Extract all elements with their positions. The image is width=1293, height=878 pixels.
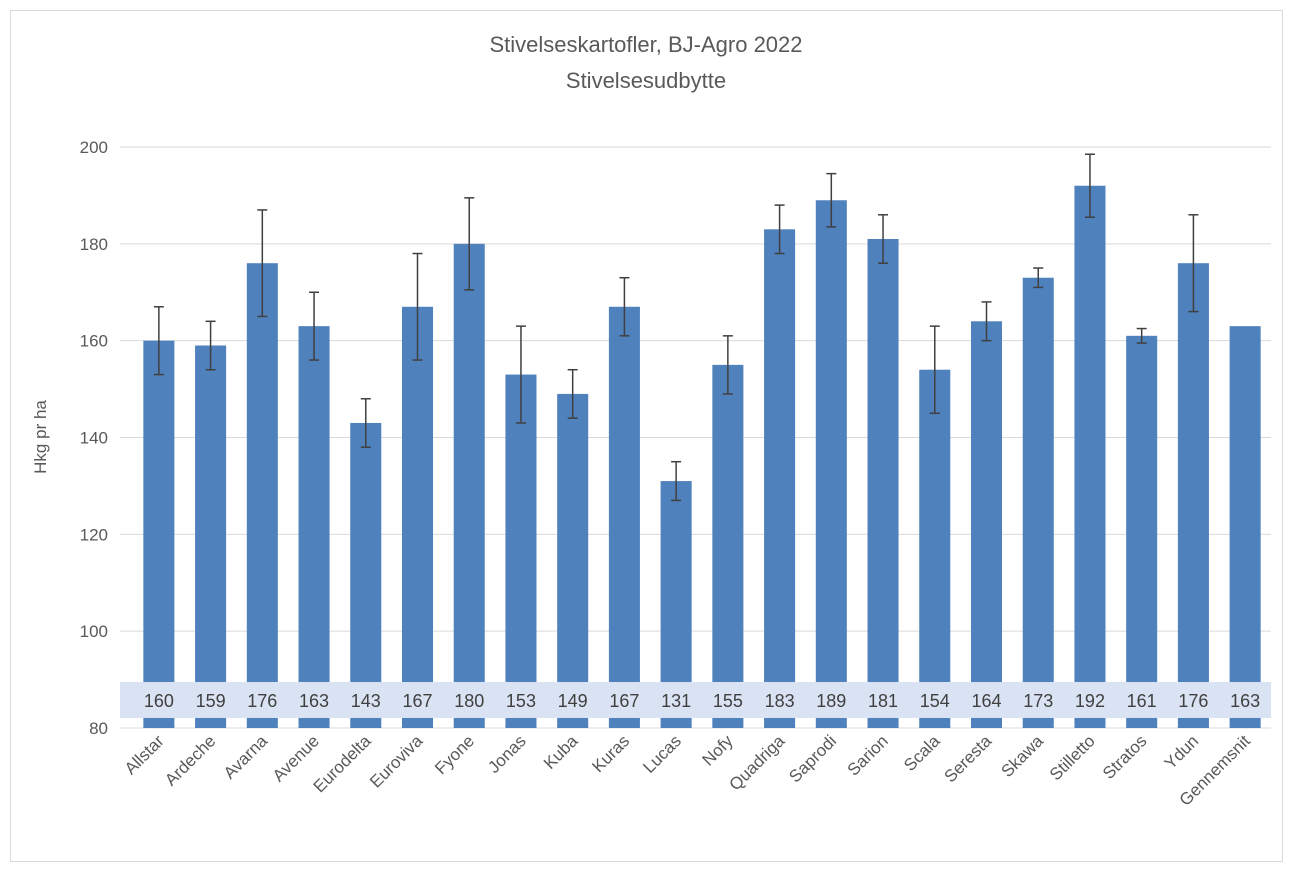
bar <box>298 326 330 728</box>
bar <box>143 340 175 728</box>
data-label: 143 <box>351 691 381 711</box>
data-label: 176 <box>247 691 277 711</box>
data-label: 176 <box>1178 691 1208 711</box>
data-label: 161 <box>1127 691 1157 711</box>
bar <box>1126 335 1158 728</box>
data-label: 160 <box>144 691 174 711</box>
bar <box>867 238 899 728</box>
y-tick-label: 100 <box>80 622 108 641</box>
y-tick-label: 80 <box>89 719 108 738</box>
bar <box>401 306 434 728</box>
y-axis-label: Hkg pr ha <box>31 400 50 474</box>
data-label: 163 <box>1230 691 1260 711</box>
bar <box>608 306 640 728</box>
bar <box>557 393 589 728</box>
y-tick-label: 180 <box>80 235 108 254</box>
data-label: 155 <box>713 691 743 711</box>
data-label: 131 <box>661 691 691 711</box>
data-label: 149 <box>558 691 588 711</box>
data-label: 189 <box>816 691 846 711</box>
bar <box>919 369 951 728</box>
bar <box>970 321 1003 728</box>
bar <box>1229 326 1261 728</box>
bar <box>764 229 796 728</box>
data-label: 167 <box>609 691 639 711</box>
bar <box>1177 263 1209 728</box>
data-label: 167 <box>402 691 432 711</box>
data-label: 173 <box>1023 691 1053 711</box>
bar <box>505 374 537 728</box>
data-label: 164 <box>971 691 1001 711</box>
y-tick-label: 200 <box>80 138 108 157</box>
bar <box>712 364 744 728</box>
y-tick-label: 160 <box>80 332 108 351</box>
bar <box>1074 185 1106 728</box>
bar <box>815 200 847 729</box>
data-label: 163 <box>299 691 329 711</box>
data-label-strip <box>120 682 1271 718</box>
chart-subtitle: Stivelsesudbytte <box>566 68 726 93</box>
y-tick-label: 120 <box>80 525 108 544</box>
data-label: 181 <box>868 691 898 711</box>
bar <box>453 243 485 729</box>
bar <box>195 345 227 728</box>
data-label: 180 <box>454 691 484 711</box>
y-tick-label: 140 <box>80 429 108 448</box>
data-label: 183 <box>765 691 795 711</box>
data-label: 192 <box>1075 691 1105 711</box>
bar <box>350 422 382 728</box>
chart-title: Stivelseskartofler, BJ-Agro 2022 <box>489 32 802 57</box>
data-label: 159 <box>196 691 226 711</box>
bar <box>246 263 278 728</box>
bar <box>1022 277 1054 728</box>
data-label: 153 <box>506 691 536 711</box>
data-label: 154 <box>920 691 950 711</box>
